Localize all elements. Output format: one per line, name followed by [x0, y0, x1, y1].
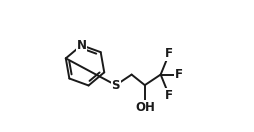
Text: F: F: [175, 68, 183, 81]
Text: F: F: [165, 89, 173, 102]
Text: S: S: [112, 79, 120, 92]
Text: N: N: [76, 39, 86, 52]
Text: F: F: [165, 47, 173, 60]
Text: OH: OH: [135, 101, 155, 114]
